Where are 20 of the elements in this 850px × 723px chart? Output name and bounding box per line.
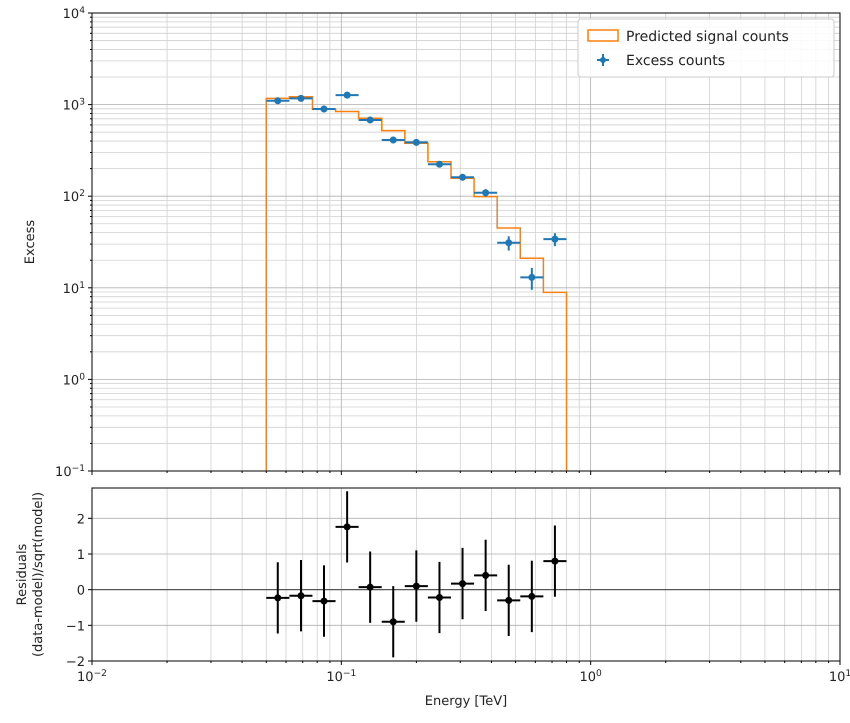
y-axis-title: Excess [23,220,38,264]
x-tick-label: 10$^{−2}$ [77,669,107,685]
y-tick-label: 10$^{1}$ [62,280,85,297]
y-tick-label: 1 [76,548,85,563]
y-tick-label: 10$^{4}$ [62,6,86,22]
x-axis-title: Energy [TeV] [424,694,508,709]
y-axis-title: Residuals (data-model)/sqrt(model) [15,492,46,658]
legend-label: Predicted signal counts [626,29,789,45]
x-tick-label: 10$^{1}$ [828,669,850,685]
y-tick-label: 2 [76,512,85,528]
y-tick-label: 10$^{−1}$ [55,464,85,480]
y-tick-label: 10$^{2}$ [62,189,85,206]
legend-label: Excess counts [626,53,726,69]
x-tick-label: 10$^{−1}$ [326,669,356,685]
x-tick-label: 10$^{0}$ [579,669,602,685]
y-tick-label: 10$^{3}$ [62,98,86,114]
y-tick-label: 10$^{0}$ [62,372,86,388]
y-tick-label: −1 [66,619,85,634]
y-tick-label: −2 [66,655,85,670]
y-tick-label: 0 [76,584,85,599]
